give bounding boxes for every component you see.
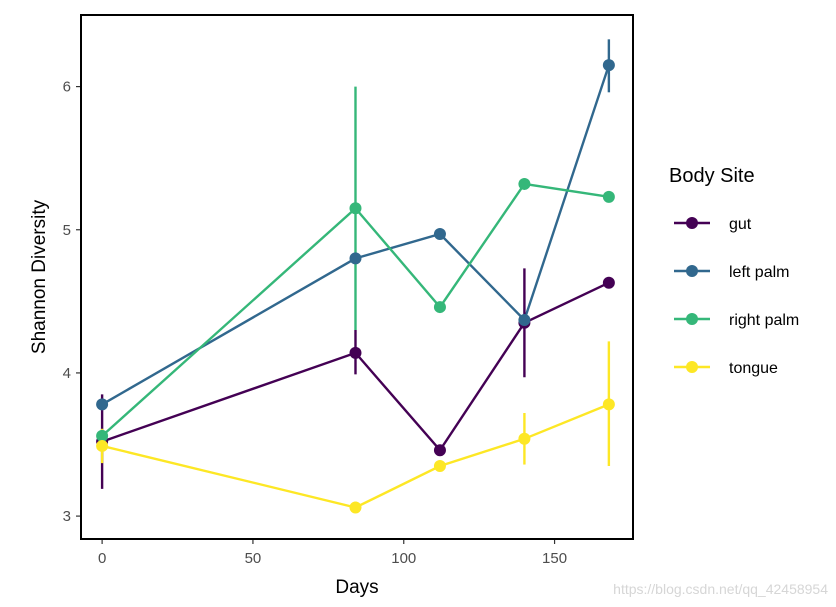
data-point-right-palm (96, 429, 109, 442)
data-point-right-palm (349, 202, 362, 215)
legend-label-gut: gut (729, 216, 752, 233)
x-tick-label: 150 (542, 550, 567, 567)
y-tick-label: 4 (63, 365, 71, 382)
watermark-text: https://blog.csdn.net/qq_42458954 (613, 581, 828, 597)
data-point-gut (602, 276, 615, 289)
data-points (96, 59, 615, 514)
data-point-tongue (518, 432, 531, 445)
y-axis-title: Shannon Diversity (29, 199, 50, 354)
legend-key-point-gut (686, 217, 698, 229)
data-point-left-palm (349, 252, 362, 265)
y-tick-label: 5 (63, 222, 71, 239)
x-tick-label: 50 (245, 550, 262, 567)
data-point-tongue (96, 439, 109, 452)
data-point-tongue (433, 459, 446, 472)
y-tick-label: 3 (63, 508, 71, 525)
data-point-right-palm (602, 190, 615, 203)
data-point-right-palm (433, 301, 446, 314)
legend-key-point-tongue (686, 361, 698, 373)
error-bars (100, 39, 611, 512)
legend-label-right-palm: right palm (729, 312, 799, 329)
plot-panel-border (80, 14, 634, 540)
data-point-gut (349, 346, 362, 359)
legend-title: Body Site (669, 165, 755, 187)
legend-label-left-palm: left palm (729, 264, 789, 281)
x-tick-labels: 0 50 100 150 (98, 550, 567, 567)
data-point-tongue (349, 501, 362, 514)
legend-key-point-left-palm (686, 265, 698, 277)
data-point-left-palm (96, 398, 109, 411)
x-tick-label: 0 (98, 550, 106, 567)
legend-key-point-right-palm (686, 313, 698, 325)
axis-ticks (76, 85, 556, 544)
data-point-gut (433, 444, 446, 457)
y-tick-labels: 3 4 5 6 (63, 79, 71, 526)
legend: Body Site gut left palm right palm tongue (669, 165, 799, 377)
data-point-tongue (602, 398, 615, 411)
data-point-right-palm (518, 177, 531, 190)
legend-label-tongue: tongue (729, 360, 778, 377)
data-point-left-palm (602, 59, 615, 72)
data-point-left-palm (518, 313, 531, 326)
x-tick-label: 100 (391, 550, 416, 567)
x-axis-title: Days (335, 577, 378, 598)
y-tick-label: 6 (63, 79, 71, 96)
data-point-left-palm (433, 228, 446, 241)
series-line-tongue (101, 403, 610, 509)
